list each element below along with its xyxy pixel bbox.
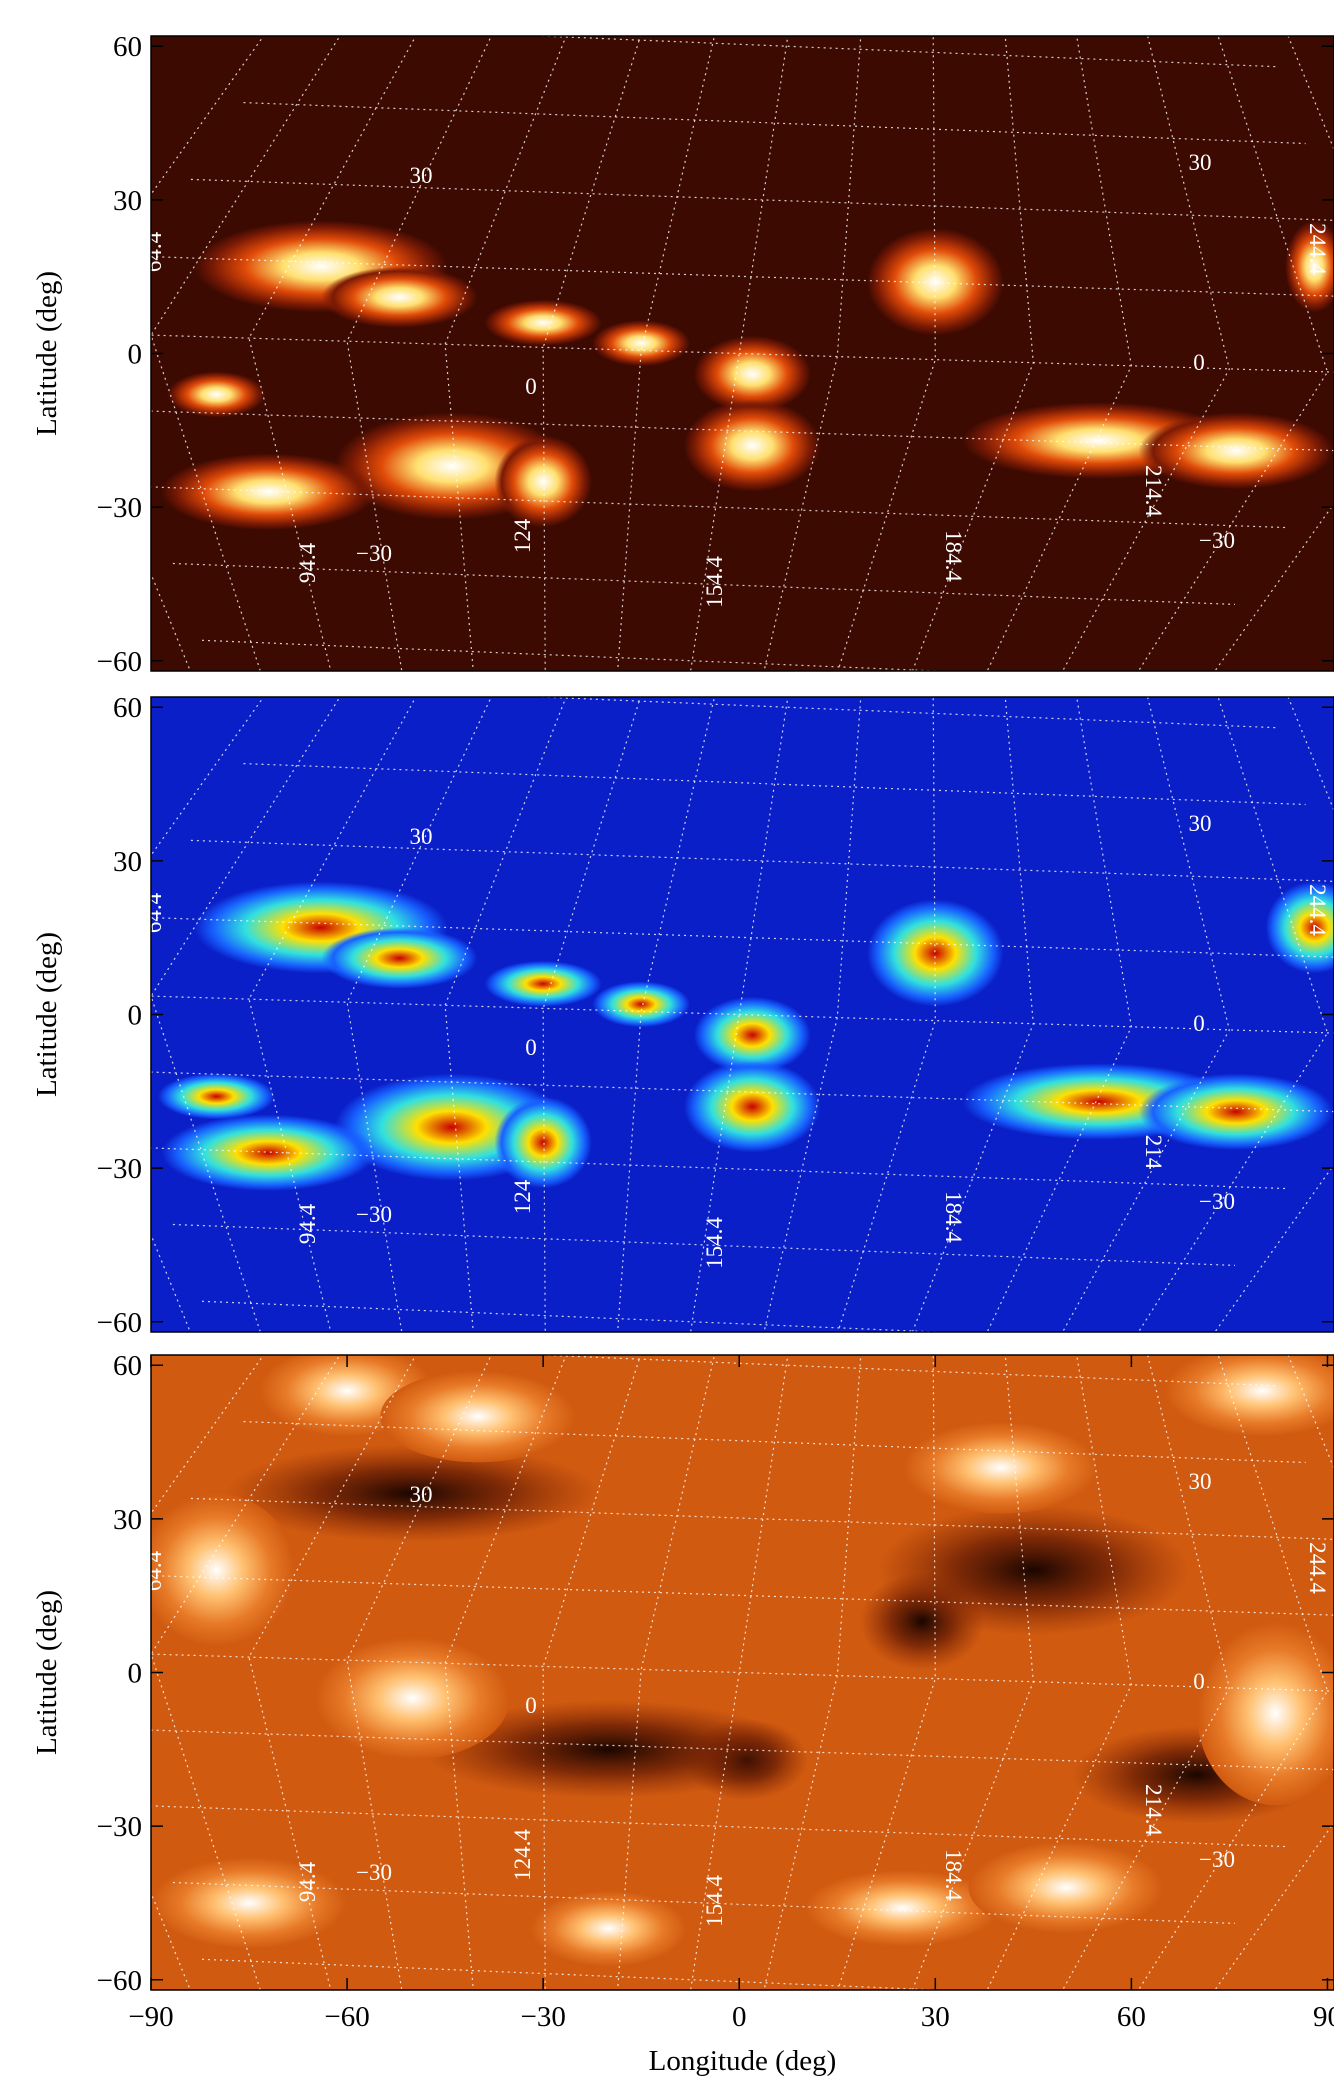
grid-annotation: 0 — [1193, 350, 1205, 375]
grid-annotation: 30 — [1189, 1469, 1212, 1494]
y-tick-label: 60 — [113, 692, 142, 724]
map-feature — [903, 1422, 1098, 1514]
grid-annotation: −30 — [1199, 1189, 1235, 1214]
map-feature — [1138, 413, 1333, 490]
map-feature — [592, 981, 690, 1027]
map-feature — [485, 961, 602, 1007]
grid-annotation: 124 — [510, 518, 535, 553]
grid-annotation: 30 — [410, 1482, 433, 1507]
y-tick-label: 30 — [113, 846, 142, 878]
y-tick-label: 0 — [128, 1658, 143, 1690]
y-tick-label: 30 — [113, 185, 142, 217]
map-panel — [53, 0, 1334, 734]
map-feature — [684, 1061, 821, 1153]
x-tick-label: −90 — [128, 2001, 173, 2033]
map-feature — [158, 1073, 275, 1119]
y-tick-label: 30 — [113, 1504, 142, 1536]
grid-annotation: 0 — [525, 1693, 537, 1718]
x-tick-label: 90 — [1313, 2001, 1334, 2033]
grid-annotation: −30 — [356, 1860, 392, 1885]
map-feature — [168, 372, 266, 418]
y-tick-label: −30 — [97, 1811, 142, 1843]
y-tick-label: 60 — [113, 1350, 142, 1382]
x-tick-label: 30 — [921, 2001, 950, 2033]
grid-annotation: 244.4 — [1305, 884, 1330, 936]
y-tick-label: −30 — [97, 492, 142, 524]
map-panel — [53, 635, 1334, 1395]
figure: 30 30 0 0 −30 −30 64.4 94.4 124 154.4 184.4 214.4 24… — [0, 0, 1334, 2077]
grid-annotation: 124 — [510, 1179, 535, 1214]
grid-annotation: 0 — [1193, 1669, 1205, 1694]
grid-annotation: 30 — [1189, 811, 1212, 836]
map-feature — [531, 1890, 687, 1967]
y-tick-label: 0 — [128, 339, 143, 371]
grid-annotation: 244.4 — [1305, 1542, 1330, 1594]
map-feature — [321, 928, 477, 989]
y-tick-label: −30 — [97, 1153, 142, 1185]
x-tick-label: 0 — [732, 2001, 747, 2033]
grid-annotation: −30 — [1199, 1847, 1235, 1872]
grid-annotation: 244.4 — [1305, 223, 1330, 275]
y-tick-label: −60 — [97, 1965, 142, 1997]
grid-annotation: 154.4 — [702, 1875, 727, 1927]
map-feature — [684, 400, 821, 492]
grid-annotation: 64.4 — [141, 231, 166, 272]
y-tick-label: 60 — [113, 31, 142, 63]
grid-annotation: 94.4 — [295, 1203, 320, 1244]
y-axis-label: Latitude (deg) — [31, 932, 63, 1097]
grid-annotation: 214 — [1141, 1135, 1166, 1170]
map-feature — [494, 436, 592, 528]
grid-annotation: 94.4 — [295, 542, 320, 583]
map-feature — [867, 899, 1004, 1006]
grid-annotation: 0 — [525, 374, 537, 399]
grid-annotation: 0 — [1193, 1011, 1205, 1036]
grid-annotation: 184.4 — [941, 1849, 966, 1901]
y-tick-label: 0 — [128, 1000, 143, 1032]
grid-annotation: 214.4 — [1141, 1784, 1166, 1836]
grid-annotation: −30 — [356, 1202, 392, 1227]
x-tick-label: −30 — [520, 2001, 565, 2033]
map-feature — [1138, 1074, 1333, 1151]
grid-annotation: 0 — [525, 1035, 537, 1060]
grid-annotation: 184.4 — [941, 530, 966, 582]
grid-annotation: 94.4 — [295, 1861, 320, 1902]
grid-annotation: 214.4 — [1141, 465, 1166, 517]
x-tick-label: −60 — [324, 2001, 369, 2033]
grid-annotation: 30 — [410, 824, 433, 849]
y-tick-label: −60 — [97, 1307, 142, 1339]
map-feature — [592, 320, 690, 366]
grid-annotation: 64.4 — [141, 1550, 166, 1591]
grid-annotation: 124.4 — [510, 1829, 535, 1881]
map-feature — [969, 1842, 1164, 1934]
y-tick-label: −60 — [97, 646, 142, 678]
grid-annotation: 30 — [1189, 150, 1212, 175]
y-axis-label: Latitude (deg) — [31, 1590, 63, 1755]
y-axis-label: Latitude (deg) — [31, 271, 63, 436]
map-feature — [494, 1097, 592, 1189]
grid-annotation: −30 — [356, 541, 392, 566]
grid-annotation: 154.4 — [702, 556, 727, 608]
map-panel — [53, 1293, 1334, 2053]
x-axis-label: Longitude (deg) — [649, 2045, 837, 2077]
map-feature — [380, 1371, 575, 1463]
map-feature — [321, 267, 477, 328]
grid-annotation: 154.4 — [702, 1217, 727, 1269]
map-feature — [485, 300, 602, 346]
grid-annotation: 184.4 — [941, 1191, 966, 1243]
grid-annotation: −30 — [1199, 528, 1235, 553]
x-tick-label: 60 — [1117, 2001, 1146, 2033]
grid-annotation: 64.4 — [141, 892, 166, 933]
grid-annotation: 30 — [410, 163, 433, 188]
